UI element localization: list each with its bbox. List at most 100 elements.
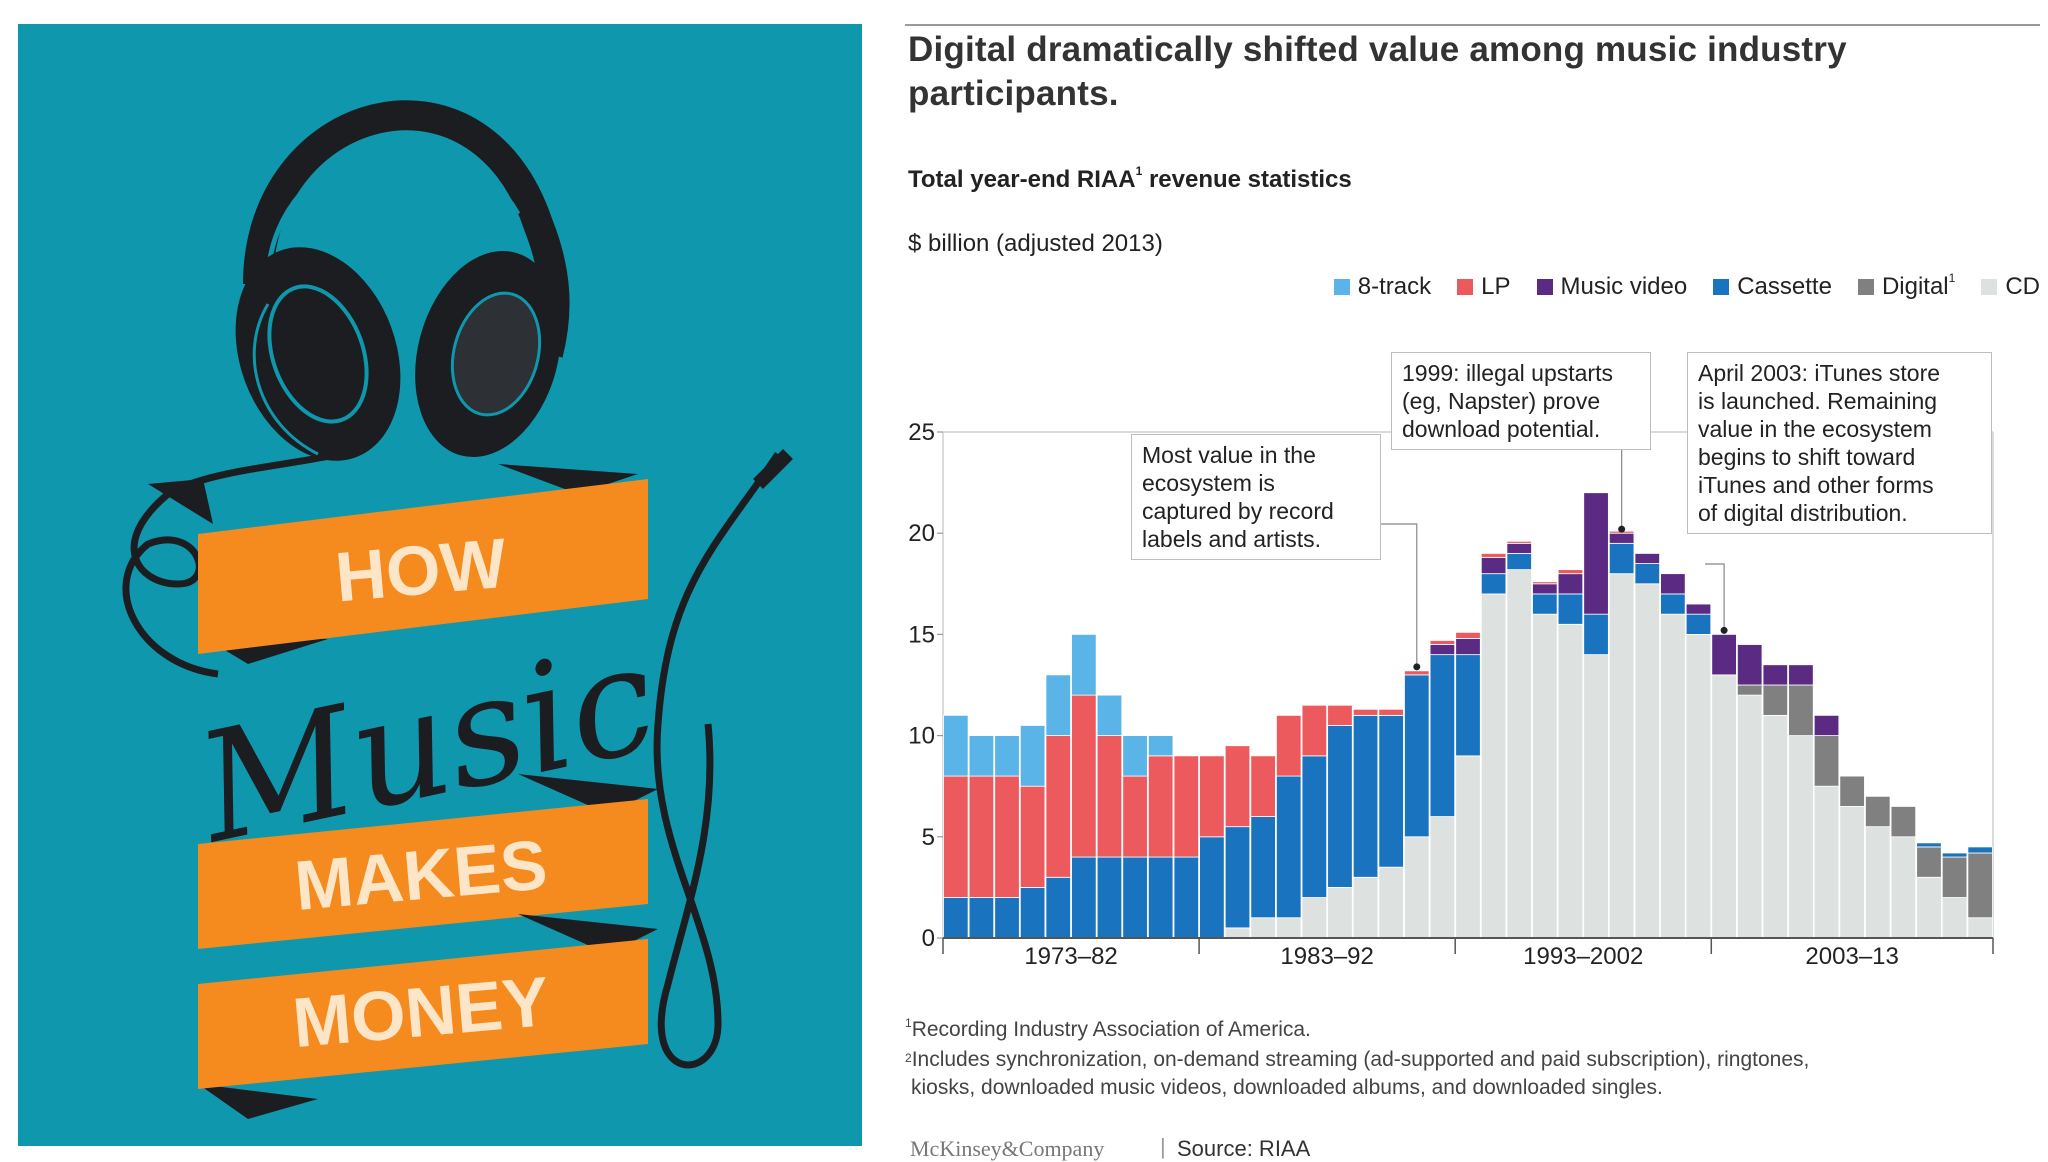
jack-icon [753, 449, 793, 489]
bar-segment [1019, 887, 1046, 939]
bar-segment [1455, 755, 1481, 939]
bar-segment [1480, 553, 1507, 558]
legend-swatch [1333, 279, 1350, 295]
bar-segment [1224, 745, 1251, 828]
bar-segment [1429, 654, 1456, 817]
bar-segment [1429, 644, 1456, 656]
headphones-icon [235, 100, 570, 461]
y-tick-label: 5 [922, 824, 935, 851]
x-group-label: 1983–92 [1280, 943, 1373, 970]
footnote-text: kiosks, downloaded music videos, downloa… [911, 1076, 1663, 1099]
bar-segment [968, 897, 995, 939]
bar-segment [1813, 735, 1840, 787]
annotation-record-labels: Most value in the ecosystem is captured … [1131, 434, 1381, 560]
bar-segment [1019, 725, 1046, 787]
annotation-line: ecosystem is [1142, 470, 1275, 496]
bar-segment [1096, 856, 1123, 939]
bar-segment [1301, 755, 1328, 898]
annotation-connector [1705, 563, 1725, 631]
bar-segment [1276, 917, 1302, 939]
annotation-line: labels and artists. [1142, 526, 1321, 552]
footnote-text: Recording Industry Association of Americ… [911, 1018, 1311, 1041]
bar-segment [1455, 631, 1481, 639]
bar-segment [1404, 836, 1430, 939]
bar-segment [1480, 573, 1507, 595]
bar-segment [1250, 755, 1276, 817]
bar-segment [1634, 563, 1660, 585]
bar-segment [1557, 573, 1584, 595]
bar-segment [1967, 917, 1993, 939]
bar-segment [1813, 714, 1840, 736]
bar-segment [1967, 852, 1993, 919]
bar-segment [1122, 856, 1148, 939]
annotation-line: iTunes and other forms [1698, 472, 1934, 498]
annotation-line: is launched. Remaining [1698, 388, 1938, 414]
bar-segment [994, 775, 1020, 898]
bar-segment [1429, 640, 1456, 645]
annotation-line: 1999: illegal upstarts [1402, 360, 1613, 386]
headline: Digital dramatically shifted value among… [908, 30, 1847, 113]
bar-segment [1532, 583, 1558, 595]
bar-segment [994, 735, 1020, 777]
bar-segment [1532, 581, 1558, 585]
bar-segment [1916, 876, 1942, 939]
chart-legend: 8-track LP Music video Cassette Digital1… [1333, 271, 2040, 302]
legend-item-cd: CD [1981, 273, 2040, 301]
annotation-line: download potential. [1402, 416, 1601, 442]
bar-segment [1224, 927, 1251, 939]
bar-segment [1890, 806, 1917, 838]
bar-segment [1019, 785, 1046, 888]
bar-segment [1506, 553, 1532, 571]
chart-unit: $ billion (adjusted 2013) [908, 230, 1163, 257]
bar-segment [1378, 708, 1404, 716]
bar-segment [1352, 708, 1379, 716]
bar-segment [1224, 826, 1251, 929]
bar-segment [1941, 897, 1968, 939]
bar-segment [1122, 735, 1148, 777]
annotation-line: of digital distribution. [1698, 500, 1908, 526]
annotation-dot [1720, 626, 1728, 634]
cover-word-how: HOW [332, 524, 509, 617]
bar-segment [1557, 593, 1584, 625]
bar-segment [1199, 755, 1225, 838]
annotation-dot [1618, 525, 1626, 533]
bar-segment [1608, 573, 1635, 939]
bar-segment [1071, 633, 1097, 696]
top-rule [905, 24, 2040, 26]
y-tick-label: 10 [908, 723, 935, 750]
bar-segment [1173, 856, 1199, 939]
bar-segment [1096, 694, 1123, 736]
bar-segment [1429, 816, 1456, 939]
bar-segment [1301, 897, 1328, 939]
bar-segment [1147, 755, 1174, 858]
bar-segment [1685, 603, 1712, 615]
source-note: Source: RIAA [1177, 1136, 1311, 1161]
bar-segment [1301, 704, 1328, 757]
podcast-cover-art: HOW Music MAKES MONEY [18, 24, 862, 1146]
bar-segment [1967, 846, 1993, 854]
bar-segment [1045, 876, 1071, 939]
chart-subtitle: Total year-end RIAA1 revenue statistics [908, 164, 1352, 194]
bar-segment [1480, 557, 1507, 575]
footnote-2: 2Includes synchronization, on-demand str… [905, 1046, 1809, 1102]
cable-end-icon [653, 452, 781, 1069]
bar-segment [1660, 573, 1686, 595]
footnote-text: Includes synchronization, on-demand stre… [911, 1048, 1810, 1071]
legend-swatch [1536, 279, 1553, 295]
bar-segment [1762, 714, 1789, 939]
brand-separator: | [1160, 1134, 1166, 1159]
legend-swatch [1857, 279, 1874, 295]
x-group-label: 1973–82 [1024, 943, 1117, 970]
bar-segment [1685, 633, 1712, 939]
bar-segment [1685, 613, 1712, 635]
bar-segment [1634, 583, 1660, 939]
annotation-line: value in the ecosystem [1698, 416, 1932, 442]
bar-segment [1250, 917, 1276, 939]
annotation-line: (eg, Napster) prove [1402, 388, 1601, 414]
legend-item-cassette: Cassette [1713, 273, 1832, 301]
bar-segment [1506, 540, 1532, 544]
annotation-napster: 1999: illegal upstarts (eg, Napster) pro… [1391, 352, 1651, 450]
bar-segment [1352, 714, 1379, 878]
bar-segment [1865, 795, 1891, 828]
legend-label: Music video [1560, 273, 1688, 300]
